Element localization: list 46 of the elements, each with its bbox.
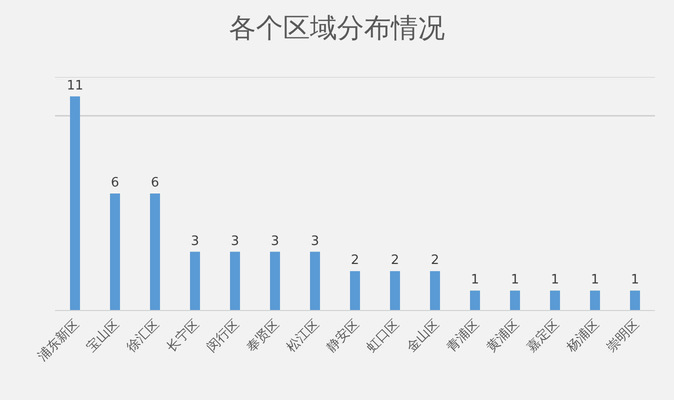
x-tick-label: 松江区 <box>284 316 322 355</box>
x-tick-label: 闵行区 <box>204 316 242 355</box>
x-tick-label: 金山区 <box>404 316 442 355</box>
x-tick-label: 浦东新区 <box>34 316 82 364</box>
data-label: 3 <box>310 234 320 249</box>
bar <box>350 271 360 310</box>
x-tick-label: 虹口区 <box>364 316 402 355</box>
bar <box>150 194 160 310</box>
x-tick-label: 杨浦区 <box>562 316 602 356</box>
x-tick-label: 青浦区 <box>444 316 482 355</box>
x-tick-label: 嘉定区 <box>524 316 562 355</box>
bar <box>310 252 320 310</box>
x-tick-label: 静安区 <box>324 316 362 355</box>
bar <box>190 252 200 310</box>
data-label: 1 <box>470 272 480 288</box>
data-label: 6 <box>150 176 160 190</box>
bar <box>390 271 400 310</box>
x-tick-label: 长宁区 <box>164 316 202 355</box>
data-label: 2 <box>430 253 440 268</box>
data-label: 1 <box>510 272 520 288</box>
bar <box>630 290 640 310</box>
data-label: 1 <box>550 272 560 288</box>
chart-title: 各个区域分布情况 <box>229 12 445 44</box>
data-label: 2 <box>390 253 400 268</box>
data-label: 11 <box>66 78 84 94</box>
bar <box>110 194 120 310</box>
bar <box>430 271 440 310</box>
bar <box>590 290 600 310</box>
data-label: 3 <box>230 234 240 249</box>
bar <box>270 252 280 310</box>
x-tick-label: 宝山区 <box>84 316 122 355</box>
bar <box>550 290 560 310</box>
data-label: 1 <box>630 272 640 288</box>
x-tick-label: 徐汇区 <box>124 316 162 355</box>
data-label: 1 <box>590 272 600 288</box>
bar <box>70 96 80 310</box>
bar <box>230 252 240 310</box>
data-label: 6 <box>110 176 120 190</box>
data-label: 3 <box>270 234 280 249</box>
x-tick-label: 黄浦区 <box>484 316 522 355</box>
x-tick-label: 奉贤区 <box>244 316 282 355</box>
bar <box>470 290 480 310</box>
bar <box>510 290 520 310</box>
x-tick-label: 崇明区 <box>604 316 642 355</box>
data-label: 2 <box>350 253 360 268</box>
data-label: 3 <box>190 234 200 249</box>
